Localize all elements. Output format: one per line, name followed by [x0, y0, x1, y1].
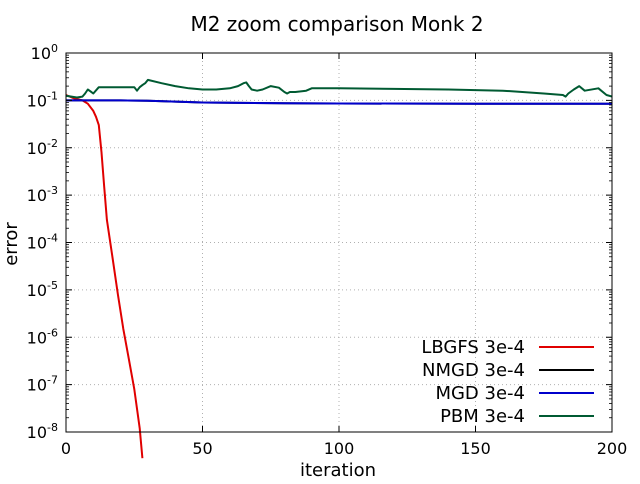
- y-tick-label: 10-2: [27, 137, 58, 158]
- x-tick-label: 150: [460, 439, 491, 458]
- series-line-pbm: [65, 78, 613, 99]
- y-tick-label: 10-6: [27, 326, 58, 347]
- y-tick-label: 10-4: [27, 232, 58, 253]
- y-tick-label: 10-8: [27, 421, 58, 442]
- x-tick-label: 50: [192, 439, 212, 458]
- series-layer: [65, 78, 613, 459]
- x-axis-label: iteration: [300, 460, 376, 480]
- x-tick-label: 200: [597, 439, 628, 458]
- y-tick-label: 100: [31, 42, 58, 63]
- legend-label-pbm: PBM 3e-4: [440, 406, 525, 427]
- series-line-mgd: [66, 99, 612, 105]
- legend-label-nmgd: NMGD 3e-4: [422, 360, 525, 381]
- y-axis-label: error: [1, 222, 22, 266]
- y-tick-label: 10-1: [27, 89, 58, 110]
- x-tick-label: 100: [324, 439, 355, 458]
- y-tick-label: 10-7: [27, 374, 58, 395]
- chart-title: M2 zoom comparison Monk 2: [190, 12, 483, 36]
- y-tick-label: 10-3: [27, 184, 58, 205]
- legend-label-lbgfs: LBGFS 3e-4: [421, 337, 525, 358]
- x-tick-labels: 0 50 100 150 200: [61, 439, 627, 458]
- y-tick-labels: 100 10-1 10-2 10-3 10-4 10-5 10-6 10-7 10-8: [27, 42, 58, 442]
- x-tick-label: 0: [61, 439, 71, 458]
- axis-ticks: [65, 52, 613, 433]
- grid-lines: [65, 52, 613, 433]
- legend-label-mgd: MGD 3e-4: [435, 383, 525, 404]
- y-tick-label: 10-5: [27, 279, 58, 300]
- series-line-lbgfs: [65, 94, 144, 459]
